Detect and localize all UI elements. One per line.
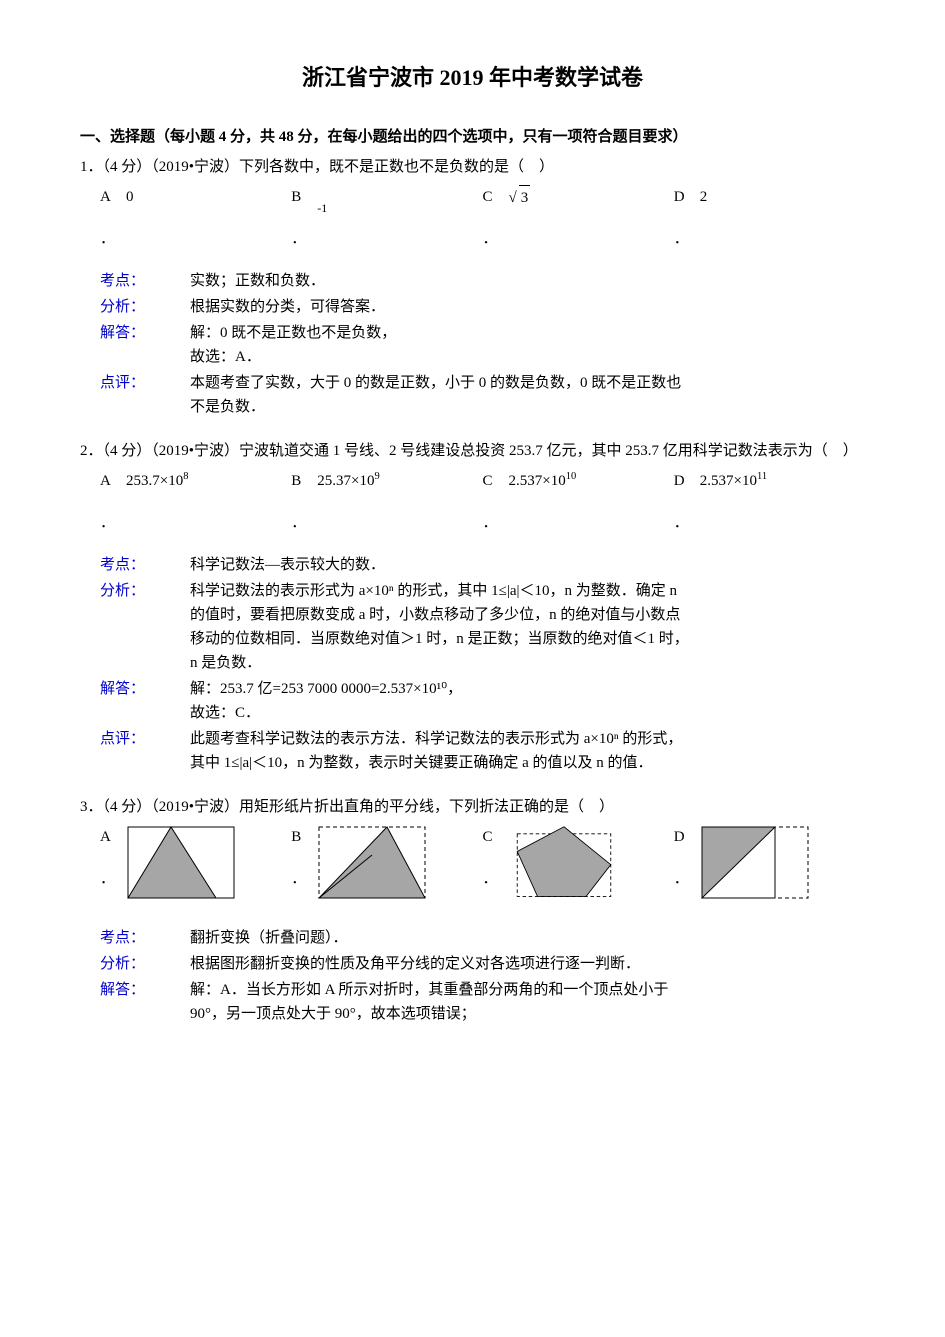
q1-jieda-line1: 解：0 既不是正数也不是负数，: [190, 321, 396, 345]
q1-optC: C ． √3: [483, 185, 674, 251]
sqrt-value: 3: [519, 185, 531, 210]
q1-analysis: 考点： 实数；正数和负数． 分析： 根据实数的分类，可得答案． 解答： 解：0 …: [100, 269, 865, 419]
q2-optA: A ． 253.7×108: [100, 469, 291, 535]
opt-dot: ．: [100, 511, 118, 535]
opt-dot: ．: [674, 867, 692, 891]
opt-dot: ．: [674, 227, 692, 251]
opt-content: 0: [118, 185, 134, 251]
opt-content: -1: [309, 199, 327, 251]
q1-kaodian: 实数；正数和负数．: [190, 269, 325, 293]
q2-optB: B ． 25.37×109: [291, 469, 482, 535]
q2-B-base: 25.37×10: [317, 473, 374, 489]
q1-fenxi: 根据实数的分类，可得答案．: [190, 295, 385, 319]
opt-dot: ．: [291, 511, 309, 535]
fold-figure-A: [126, 825, 236, 900]
label-kaodian: 考点：: [100, 926, 190, 950]
opt-content: [501, 825, 619, 908]
q2-B-exp: 9: [374, 471, 379, 482]
opt-dot: ．: [291, 867, 309, 891]
label-jieda: 解答：: [100, 677, 190, 725]
q2-options: A ． 253.7×108 B ． 25.37×109 C ． 2.537×10…: [100, 469, 865, 535]
opt-letter: A: [100, 185, 118, 209]
label-jieda: 解答：: [100, 978, 190, 1026]
opt-dot: ．: [100, 227, 118, 251]
opt-letter: A: [100, 825, 118, 849]
opt-dot: ．: [674, 511, 692, 535]
q2-analysis: 考点： 科学记数法—表示较大的数． 分析： 科学记数法的表示形式为 a×10ⁿ …: [100, 553, 865, 775]
q3-optD: D ．: [674, 825, 865, 908]
q1-stem: 1．（4 分）（2019•宁波）下列各数中，既不是正数也不是负数的是（ ）: [80, 155, 865, 179]
q1-jieda: 解：0 既不是正数也不是负数， 故选：A．: [190, 321, 396, 369]
opt-letter: B: [291, 185, 309, 209]
opt-dot: ．: [483, 227, 501, 251]
q2-fenxi: 科学记数法的表示形式为 a×10ⁿ 的形式，其中 1≤|a|＜10，n 为整数．…: [190, 579, 690, 675]
opt-content: √3: [501, 185, 531, 251]
opt-letter: C: [483, 185, 501, 209]
opt-content: 2: [692, 185, 708, 251]
opt-dot: ．: [291, 227, 309, 251]
label-dianping: 点评：: [100, 371, 190, 419]
q1-optB: B ． -1: [291, 185, 482, 251]
q2-kaodian: 科学记数法—表示较大的数．: [190, 553, 385, 577]
q2-D-exp: 11: [757, 471, 767, 482]
q1-options: A ． 0 B ． -1 C ． √3 D ． 2: [100, 185, 865, 251]
q2-stem: 2．（4 分）（2019•宁波）宁波轨道交通 1 号线、2 号线建设总投资 25…: [80, 439, 865, 463]
label-dianping: 点评：: [100, 727, 190, 775]
section-header: 一、选择题（每小题 4 分，共 48 分，在每小题给出的四个选项中，只有一项符合…: [80, 125, 865, 149]
fold-figure-C: [509, 825, 619, 900]
q3-jieda: 解：A．当长方形如 A 所示对折时，其重叠部分两角的和一个顶点处小于 90°，另…: [190, 978, 690, 1026]
opt-letter: C: [483, 825, 501, 849]
opt-content: [118, 825, 236, 908]
opt-content: 2.537×1011: [692, 469, 767, 535]
label-jieda: 解答：: [100, 321, 190, 369]
label-kaodian: 考点：: [100, 553, 190, 577]
opt-letter: B: [291, 469, 309, 493]
q2-optD: D ． 2.537×1011: [674, 469, 865, 535]
q2-jieda-line1: 解：253.7 亿=253 7000 0000=2.537×10¹⁰，: [190, 677, 462, 701]
sqrt-icon: √: [509, 186, 517, 210]
opt-dot: ．: [483, 511, 501, 535]
q1-optA: A ． 0: [100, 185, 291, 251]
q2-dianping: 此题考查科学记数法的表示方法．科学记数法的表示形式为 a×10ⁿ 的形式，其中 …: [190, 727, 690, 775]
opt-content: 2.537×1010: [501, 469, 577, 535]
opt-dot: ．: [483, 867, 501, 891]
q1-dianping: 本题考查了实数，大于 0 的数是正数，小于 0 的数是负数，0 既不是正数也不是…: [190, 371, 690, 419]
q2-C-base: 2.537×10: [509, 473, 566, 489]
q2-A-exp: 8: [183, 471, 188, 482]
opt-letter: D: [674, 469, 692, 493]
opt-letter: D: [674, 185, 692, 209]
q1-optD: D ． 2: [674, 185, 865, 251]
q3-analysis: 考点： 翻折变换（折叠问题）． 分析： 根据图形翻折变换的性质及角平分线的定义对…: [100, 926, 865, 1026]
label-fenxi: 分析：: [100, 295, 190, 319]
q3-kaodian: 翻折变换（折叠问题）．: [190, 926, 348, 950]
opt-letter: C: [483, 469, 501, 493]
opt-content: 25.37×109: [309, 469, 379, 535]
opt-content: 253.7×108: [118, 469, 188, 535]
label-fenxi: 分析：: [100, 952, 190, 976]
q3-optB: B ．: [291, 825, 482, 908]
opt-dot: ．: [100, 867, 118, 891]
opt-content: [309, 825, 427, 908]
q2-optC: C ． 2.537×1010: [483, 469, 674, 535]
q2-C-exp: 10: [566, 471, 577, 482]
fold-figure-B: [317, 825, 427, 900]
opt-letter: D: [674, 825, 692, 849]
page-title: 浙江省宁波市 2019 年中考数学试卷: [80, 60, 865, 95]
q1-jieda-line2: 故选：A．: [190, 345, 396, 369]
q2-jieda-line2: 故选：C．: [190, 701, 462, 725]
q3-optA: A ．: [100, 825, 291, 908]
q3-optC: C ．: [483, 825, 674, 908]
q2-D-base: 2.537×10: [700, 473, 757, 489]
opt-letter: A: [100, 469, 118, 493]
label-kaodian: 考点：: [100, 269, 190, 293]
q2-A-base: 253.7×10: [126, 473, 183, 489]
q3-fenxi: 根据图形翻折变换的性质及角平分线的定义对各选项进行逐一判断．: [190, 952, 640, 976]
fold-figure-D: [700, 825, 810, 900]
label-fenxi: 分析：: [100, 579, 190, 675]
opt-letter: B: [291, 825, 309, 849]
q2-jieda: 解：253.7 亿=253 7000 0000=2.537×10¹⁰， 故选：C…: [190, 677, 462, 725]
q3-stem: 3．（4 分）（2019•宁波）用矩形纸片折出直角的平分线，下列折法正确的是（ …: [80, 795, 865, 819]
opt-content: [692, 825, 810, 908]
q3-options: A ． B ． C ．: [100, 825, 865, 908]
